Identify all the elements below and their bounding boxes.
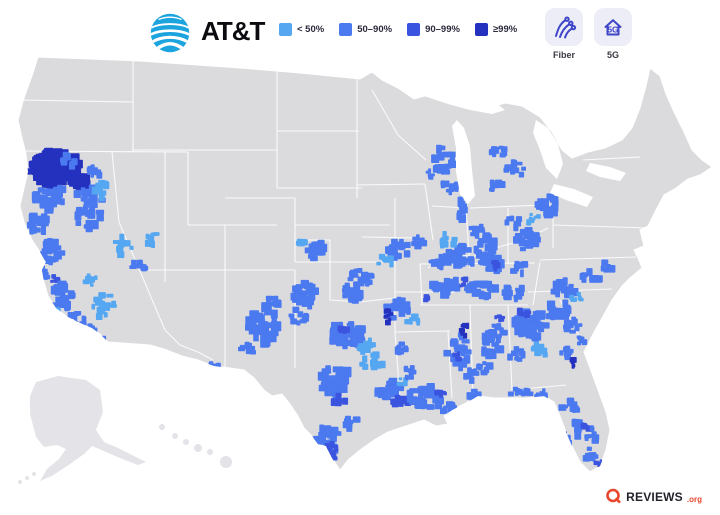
- legend-label: 90–99%: [425, 24, 460, 35]
- attribution-suffix: .org: [686, 495, 702, 504]
- fiber-toggle-col: Fiber: [545, 8, 583, 60]
- reviews-org-attribution[interactable]: REVIEWS .org: [605, 488, 702, 505]
- lake-huron: [533, 120, 563, 179]
- network-toggles: Fiber 5G 5G: [545, 8, 632, 60]
- lake-superior: [398, 76, 505, 114]
- svg-text:5G: 5G: [607, 25, 619, 35]
- reviews-q-icon: [606, 488, 621, 504]
- legend-swatch-lt50: [279, 23, 292, 36]
- legend-item-lt50: < 50%: [279, 23, 324, 36]
- lake-michigan: [452, 120, 475, 204]
- 5g-home-icon: 5G: [604, 19, 622, 36]
- legend-item-90-99: 90–99%: [407, 23, 460, 36]
- legend-swatch-90-99: [407, 23, 421, 36]
- legend-swatch-50-90: [339, 23, 353, 36]
- legend-label: 50–90%: [357, 24, 393, 35]
- legend-label: < 50%: [297, 24, 325, 35]
- contiguous-us-landmass: [17, 56, 713, 473]
- 5g-toggle-button[interactable]: 5G: [594, 8, 632, 46]
- lake-ontario: [586, 163, 626, 181]
- legend-swatch-ge99: [474, 23, 488, 36]
- legend-label: ≥99%: [492, 24, 518, 35]
- fiber-toggle-label: Fiber: [552, 50, 575, 60]
- 5g-toggle-label: 5G: [606, 50, 619, 60]
- lake-erie: [550, 184, 593, 207]
- coverage-legend: < 50% 50–90% 90–99% ≥99%: [279, 23, 517, 36]
- 5g-toggle-col: 5G 5G: [594, 8, 632, 60]
- alaska: [30, 376, 146, 481]
- att-globe-icon: [150, 13, 190, 53]
- att-wordmark: AT&T: [201, 16, 265, 46]
- legend-item-50-90: 50–90%: [339, 23, 392, 36]
- fiber-toggle-button[interactable]: [545, 8, 583, 46]
- great-lakes: [398, 76, 626, 207]
- fiber-strands-icon: [555, 16, 577, 39]
- hawaii: [159, 424, 232, 468]
- legend-item-ge99: ≥99%: [474, 23, 518, 36]
- attribution-brand: REVIEWS: [626, 489, 683, 504]
- fiber-coverage-areas: [26, 144, 616, 468]
- aleutian-islands: [18, 472, 36, 484]
